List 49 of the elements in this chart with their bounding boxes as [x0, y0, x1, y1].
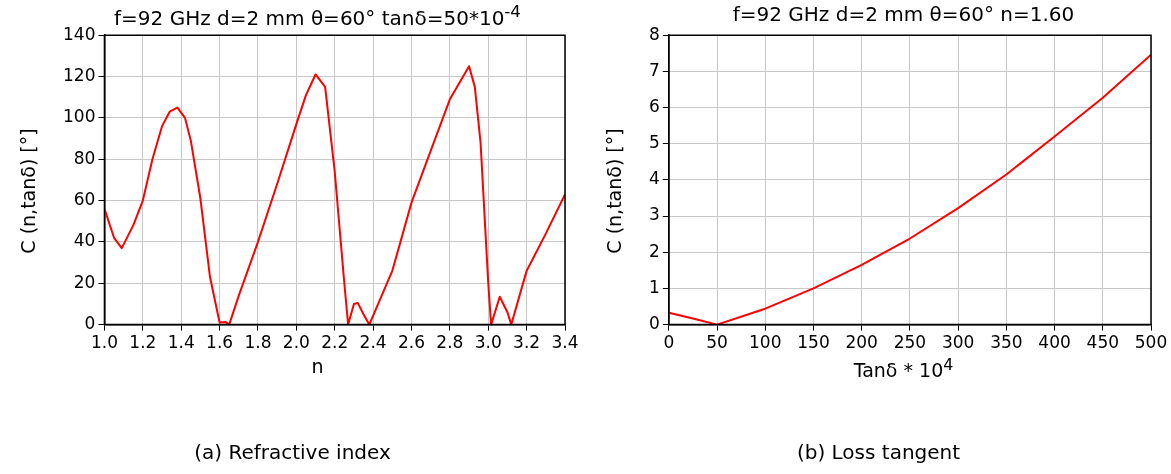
x-tick-label: 1.8	[244, 332, 272, 353]
x-axis-title: n	[310, 355, 325, 377]
x-tick-label: 450	[1086, 332, 1120, 353]
y-tick-label: 0	[648, 313, 660, 334]
y-tick-label: 140	[62, 23, 96, 44]
y-tick-label: 5	[648, 132, 660, 153]
text: (b) Loss tangent	[795, 440, 962, 464]
text: (a) Refractive index	[193, 440, 392, 464]
y-tick-label: 3	[648, 204, 660, 225]
y-tick-label: 60	[73, 188, 96, 209]
y-tick-label: 4	[648, 168, 660, 189]
x-tick-label: 2.6	[397, 332, 426, 353]
x-tick-label: 1.4	[167, 332, 195, 353]
x-tick-label: 3.0	[474, 332, 502, 353]
y-tick-label: 2	[648, 240, 660, 261]
x-tick-label: 300	[941, 332, 975, 353]
y-tick-label: 40	[73, 230, 96, 251]
x-tick-label: 400	[1038, 332, 1071, 353]
x-axis-title: Tanδ * 10$^{4}$	[852, 355, 955, 382]
y-tick-label: 100	[62, 106, 96, 127]
x-tick-label: 0	[663, 332, 675, 353]
x-tick-label: 250	[893, 332, 927, 353]
x-tick-label: 200	[845, 332, 878, 353]
chart-title: f=92 GHz d=2 mm θ=60° n=1.60	[732, 2, 1075, 26]
y-tick-label: 7	[648, 59, 660, 80]
y-tick-label: 120	[62, 64, 96, 85]
x-tick-label: 500	[1134, 332, 1168, 353]
x-tick-label: 3.4	[551, 332, 579, 353]
y-tick-label: 8	[648, 23, 660, 44]
x-tick-label: 100	[749, 332, 782, 353]
x-tick-label: 2.8	[436, 332, 464, 353]
y-tick-label: 0	[84, 313, 96, 334]
y-axis-title: C (n,tanδ) [°]	[17, 127, 39, 256]
x-tick-label: 1.6	[206, 332, 234, 353]
x-tick-label: 2.2	[321, 332, 349, 353]
chart-title: f=92 GHz d=2 mm θ=60° tanδ=50*10$^{-4}$	[114, 2, 521, 30]
x-tick-label: 2.0	[282, 332, 310, 353]
y-axis-title: C (n,tanδ) [°]	[603, 127, 625, 256]
y-tick-label: 80	[73, 147, 96, 168]
y-tick-label: 6	[648, 95, 660, 116]
y-tick-label: 1	[648, 276, 660, 297]
x-tick-label: 1.0	[90, 332, 118, 353]
x-tick-label: 50	[706, 332, 728, 353]
y-tick-label: 20	[73, 271, 96, 292]
x-tick-label: 150	[797, 332, 830, 353]
x-tick-label: 3.2	[513, 332, 541, 353]
x-tick-label: 350	[990, 332, 1023, 353]
x-tick-label: 2.4	[359, 332, 387, 353]
x-tick-label: 1.2	[129, 332, 157, 353]
